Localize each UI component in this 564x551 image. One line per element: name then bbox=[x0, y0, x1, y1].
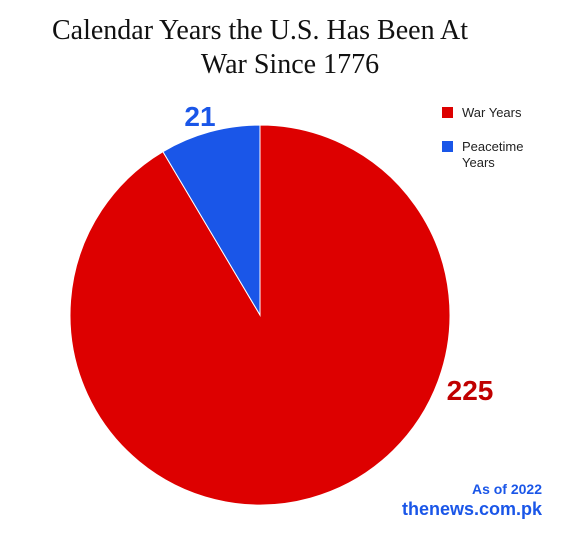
source-label: thenews.com.pk bbox=[401, 499, 542, 519]
chart-title-line2: War Since 1776 bbox=[200, 49, 380, 80]
data-label-war-years: 225 bbox=[447, 375, 494, 406]
legend-label-peacetime-years: Peacetime Years bbox=[462, 139, 524, 170]
legend-label-war-years: War Years bbox=[462, 105, 522, 120]
legend-swatch-peacetime-years bbox=[442, 141, 453, 152]
pie-slice-peacetime-years bbox=[162, 124, 261, 317]
legend-item-war-years: War Years bbox=[442, 105, 562, 121]
as-of-label: As of 2022 bbox=[471, 481, 542, 497]
chart-title: Calendar Years the U.S. Has Been At War … bbox=[0, 14, 520, 82]
legend-item-peacetime-years: Peacetime Years bbox=[442, 139, 562, 171]
chart-title-line1: Calendar Years the U.S. Has Been At bbox=[51, 15, 469, 46]
data-label-peacetime-years: 21 bbox=[184, 101, 215, 132]
legend: War Years Peacetime Years bbox=[442, 105, 562, 189]
legend-swatch-war-years bbox=[442, 107, 453, 118]
footer: As of 2022 thenews.com.pk bbox=[402, 480, 542, 520]
